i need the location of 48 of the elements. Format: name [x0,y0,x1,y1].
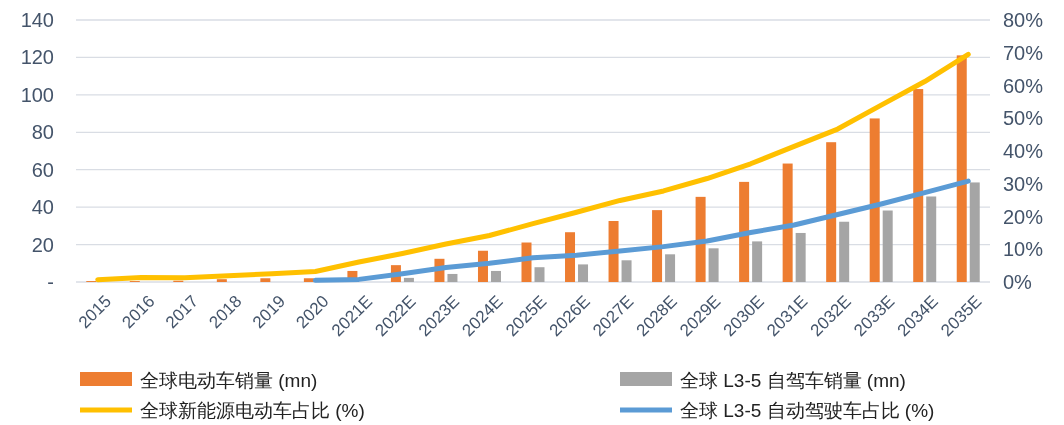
bar [565,232,576,282]
y-tick-label: 20 [31,233,54,256]
bar [578,264,589,282]
y2-tick-label: 10% [1003,238,1044,261]
y-tick-label: - [47,271,54,293]
bar [926,196,937,282]
bar [795,232,806,282]
bar [303,278,314,282]
bar [665,254,676,282]
y2-tick-label: 50% [1003,107,1044,130]
legend-label: 全球新能源电动车占比 (%) [140,400,365,421]
bar [869,118,880,282]
bar [621,260,632,282]
y-tick-label: 100 [20,83,54,106]
bar [652,210,663,282]
y2-tick-label: 40% [1003,140,1044,162]
bar [216,279,227,282]
bar [534,267,545,282]
y-tick-label: 120 [20,46,54,69]
bar [882,210,893,282]
bar [260,278,271,282]
bar [739,181,750,282]
bar [695,196,706,282]
y2-tick-label: 0% [1003,271,1033,293]
bar [490,270,501,282]
bar [969,182,980,282]
legend-label: 全球电动车销量 (mn) [140,370,318,391]
legend-label: 全球 L3-5 自动驾驶车占比 (%) [680,400,935,421]
y-tick-label: 40 [31,196,54,219]
y-tick-label: 140 [20,9,54,31]
bar [913,89,924,282]
bar [447,273,458,282]
bar [782,163,793,282]
bar [839,221,850,282]
y2-tick-label: 80% [1003,9,1044,31]
y2-tick-label: 20% [1003,205,1044,228]
bar [708,248,719,282]
bar [608,220,619,282]
bar [403,277,414,282]
bar [752,241,763,282]
y-tick-label: 80 [31,121,54,144]
bar [826,142,837,282]
y2-tick-label: 30% [1003,172,1044,195]
legend-label: 全球 L3-5 自驾车销量 (mn) [680,370,906,391]
y2-tick-label: 70% [1003,41,1044,64]
bar [956,55,967,282]
y-tick-label: 60 [31,158,54,181]
y2-tick-label: 60% [1003,74,1044,97]
